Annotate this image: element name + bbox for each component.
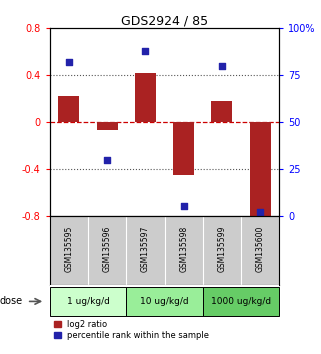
Point	[257, 209, 263, 215]
Text: GSM135599: GSM135599	[217, 226, 226, 272]
Text: 10 ug/kg/d: 10 ug/kg/d	[140, 297, 189, 306]
Text: GSM135596: GSM135596	[103, 226, 112, 272]
Text: 1 ug/kg/d: 1 ug/kg/d	[66, 297, 109, 306]
Bar	[173, 122, 194, 175]
Point	[66, 59, 72, 65]
Point	[181, 204, 186, 209]
Bar	[97, 122, 118, 130]
Point	[105, 157, 110, 162]
Point	[143, 48, 148, 54]
Bar	[135, 73, 156, 122]
Bar	[58, 96, 79, 122]
FancyBboxPatch shape	[126, 287, 203, 316]
Legend: log2 ratio, percentile rank within the sample: log2 ratio, percentile rank within the s…	[54, 320, 209, 340]
FancyBboxPatch shape	[203, 287, 279, 316]
Bar	[211, 101, 232, 122]
Text: GSM135600: GSM135600	[256, 226, 265, 272]
Point	[219, 63, 224, 69]
Text: GSM135598: GSM135598	[179, 226, 188, 272]
Text: GSM135595: GSM135595	[65, 226, 74, 272]
Text: 1000 ug/kg/d: 1000 ug/kg/d	[211, 297, 271, 306]
Text: GSM135597: GSM135597	[141, 226, 150, 272]
Title: GDS2924 / 85: GDS2924 / 85	[121, 14, 208, 27]
FancyBboxPatch shape	[50, 287, 126, 316]
Bar	[250, 122, 271, 222]
Text: dose: dose	[0, 296, 22, 307]
